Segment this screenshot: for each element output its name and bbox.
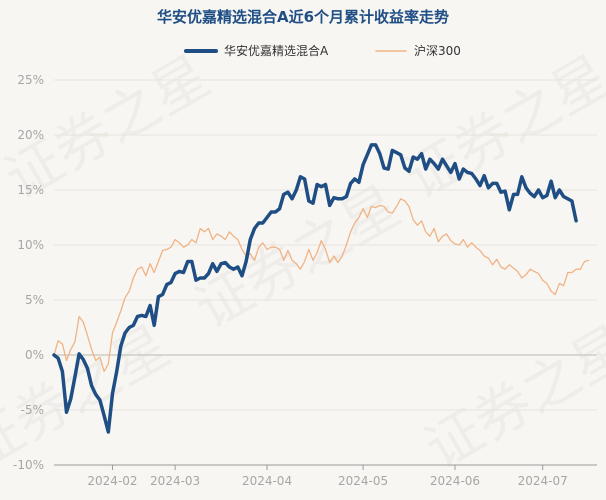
y-tick-label: -5%: [21, 403, 44, 417]
y-tick-label: 25%: [17, 73, 44, 87]
watermark-text: 证券之星: [415, 314, 606, 482]
watermark-text: 证券之星: [0, 314, 181, 482]
y-tick-label: 20%: [17, 128, 44, 142]
tick-layer: -10% -5% 0% 5% 10% 15% 20% 25% 2024-02 2024-03 202…: [13, 73, 597, 488]
x-tick-label: 2024-05: [338, 474, 388, 488]
x-tick-label: 2024-02: [87, 474, 137, 488]
watermark-text: 证券之星: [185, 174, 411, 342]
y-tick-label: 5%: [25, 293, 44, 307]
y-tick-label: 0%: [25, 348, 44, 362]
y-tick-label: 15%: [17, 183, 44, 197]
legend-label-index: 沪深300: [414, 44, 461, 58]
series-layer: [52, 143, 590, 434]
legend: 华安优嘉精选混合A 沪深300: [184, 43, 461, 58]
y-tick-label: -10%: [13, 458, 44, 472]
series-line-fund: [52, 143, 578, 434]
series-line-index: [53, 198, 590, 373]
y-tick-label: 10%: [17, 238, 44, 252]
legend-label-fund: 华安优嘉精选混合A: [224, 43, 329, 58]
x-tick-label: 2024-03: [150, 474, 200, 488]
x-tick-label: 2024-06: [430, 474, 480, 488]
x-tick-label: 2024-07: [518, 474, 568, 488]
chart-title: 华安优嘉精选混合A近6个月累计收益率走势: [157, 8, 449, 26]
x-tick-label: 2024-04: [242, 474, 292, 488]
